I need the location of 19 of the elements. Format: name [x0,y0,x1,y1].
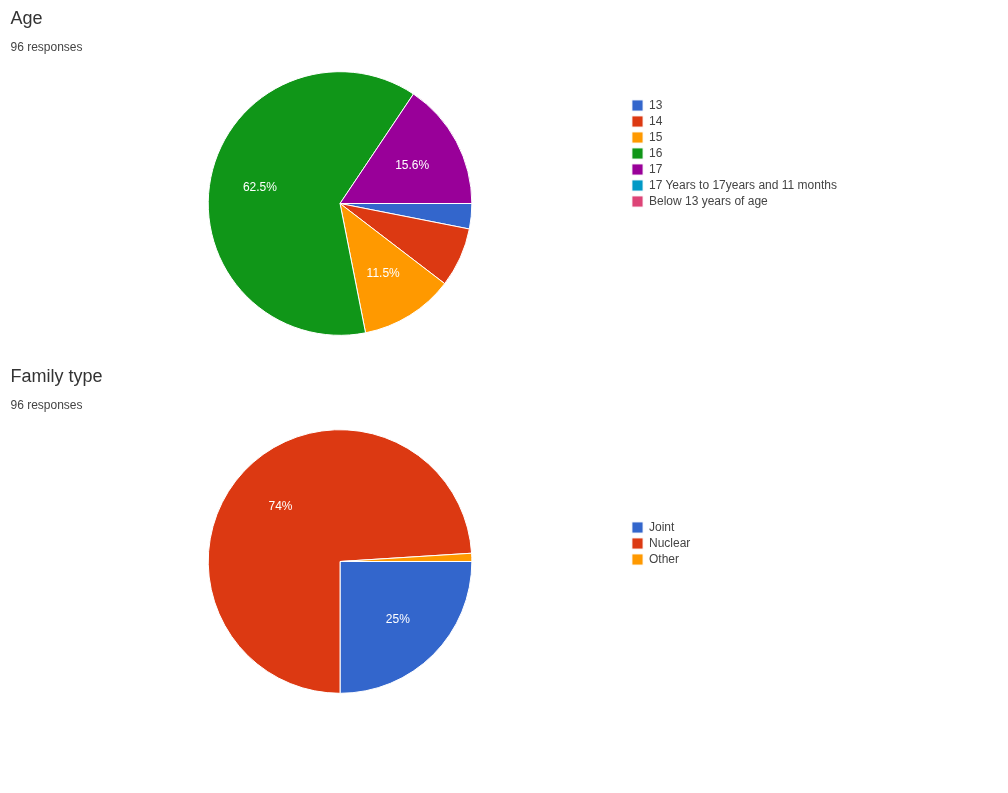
legend-label: 17 Years to 17years and 11 months [649,178,837,192]
data-label: 74% [268,498,293,513]
text: 96 responses [10,397,83,412]
data-label: 11.5% [366,265,401,280]
data-label: 25% [385,612,411,627]
legend-label: 13 [649,98,664,112]
legend-label: 14 [649,114,664,128]
legend-label: Nuclear [649,536,691,550]
legend-label: Joint [649,520,675,534]
legend-label: 17 [649,162,664,176]
text: Family type [10,365,103,386]
legend-label: Below 13 years of age [649,194,768,208]
text: Age [10,7,43,28]
data-label: 15.6% [395,158,430,173]
text: 96 responses [10,39,83,54]
data-label: 62.5% [242,180,278,195]
legend-label: Other [649,552,680,566]
legend-label: 15 [649,130,664,144]
legend-label: 16 [649,146,664,160]
